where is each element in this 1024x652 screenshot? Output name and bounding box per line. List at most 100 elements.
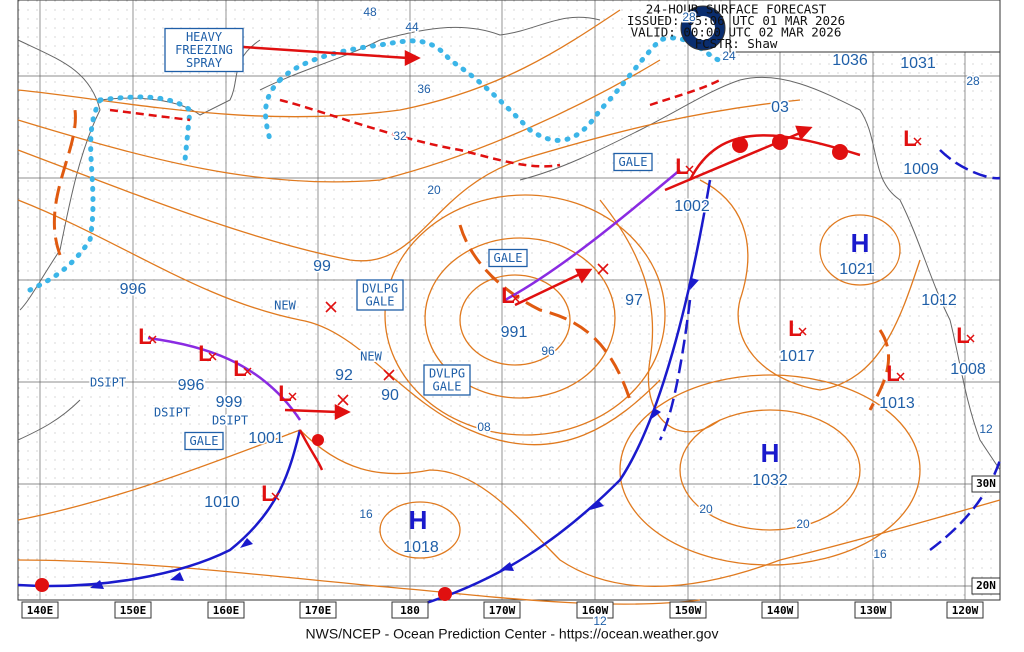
header-line: ISSUED: 05:06 UTC 01 MAR 2026	[627, 13, 845, 28]
low-center	[208, 352, 217, 361]
center-pressure: 1008	[950, 361, 986, 378]
low-center	[511, 294, 520, 303]
isobar-label: 20	[796, 517, 810, 531]
center-pressure: 1036	[832, 52, 868, 69]
labels: 140E 150E 160E 170E 180 170W 160W 150W 140W 130W 1…	[21, 2, 1001, 630]
low-symbol: L	[138, 324, 151, 349]
warning-text: GALE	[494, 251, 523, 265]
note: DSIPT	[154, 406, 190, 420]
warning-text: DVLPG	[362, 282, 398, 296]
longitude-label: 140E	[27, 604, 54, 617]
isobar-label: 90	[381, 387, 399, 404]
longitude-label: 160W	[582, 604, 609, 617]
warning-text: FREEZING	[175, 43, 233, 57]
isobar-label: 36	[417, 82, 431, 96]
troughs	[52, 109, 891, 411]
warning-box	[184, 431, 224, 451]
longitude-box	[207, 601, 245, 619]
longitude-box	[669, 601, 707, 619]
isobar-label: 28	[682, 10, 696, 24]
warning-text: HEAVY	[186, 30, 223, 44]
longitude-label: 180	[400, 604, 420, 617]
center-pressure: 1031	[900, 55, 936, 72]
low-center	[913, 137, 922, 146]
center-pressure: 999	[216, 394, 243, 411]
center-pressure: 996	[120, 281, 147, 298]
isobar-label: 03	[771, 99, 789, 116]
header-line: 24-HOUR SURFACE FORECAST	[646, 2, 827, 17]
low-center	[288, 392, 297, 401]
low-center	[243, 367, 252, 376]
isobar-label: 12	[979, 422, 993, 436]
longitude-label: 160E	[213, 604, 240, 617]
note: DSIPT	[212, 414, 248, 428]
low-center	[798, 327, 807, 336]
longitude-box	[761, 601, 799, 619]
longitude-box	[391, 601, 429, 619]
isobar-label: 12	[593, 614, 607, 628]
longitude-box	[576, 601, 614, 619]
warning-box	[488, 248, 528, 268]
low-center	[896, 372, 905, 381]
low-symbol: L	[956, 323, 969, 348]
header-block	[680, 0, 1001, 53]
longitude-box	[483, 601, 521, 619]
new-low-marks	[325, 263, 609, 406]
longitude-box	[299, 601, 337, 619]
isobar-label: 97	[625, 292, 643, 309]
longitude-label: 150W	[675, 604, 702, 617]
isobar-label: 92	[335, 367, 353, 384]
isobar-label: 16	[359, 507, 373, 521]
isobar-label: 28	[966, 74, 980, 88]
high-symbol: H	[409, 505, 428, 535]
longitude-box	[21, 601, 59, 619]
latitude-box	[971, 475, 1001, 493]
longitude-box	[854, 601, 892, 619]
ship-arrows	[242, 45, 813, 421]
center-pressure: 1032	[752, 472, 788, 489]
isobar-label: 44	[405, 20, 419, 34]
low-symbol: L	[278, 381, 291, 406]
header-line: VALID: 00:00 UTC 02 MAR 2026	[631, 25, 842, 40]
graticule	[18, 0, 1000, 600]
map-frame	[17, 0, 1001, 601]
low-center	[966, 334, 975, 343]
longitude-label: 170W	[489, 604, 516, 617]
center-pressure: 1010	[204, 494, 240, 511]
note: DSIPT	[90, 376, 126, 390]
isobar-label: 32	[393, 129, 407, 143]
warning-box	[356, 279, 404, 311]
longitude-label: 170E	[305, 604, 332, 617]
center-pressure: 996	[178, 377, 205, 394]
high-symbol: H	[851, 228, 870, 258]
low-symbol: L	[261, 481, 274, 506]
warning-text: DVLPG	[429, 367, 465, 381]
warning-box	[423, 364, 471, 396]
isobar-label: 08	[477, 420, 491, 434]
fronts	[17, 78, 1002, 607]
front-symbols	[90, 278, 699, 589]
warning-text: GALE	[433, 380, 462, 394]
warning-text: GALE	[619, 155, 648, 169]
center-pressure: 1017	[779, 348, 815, 365]
low-symbol: L	[198, 341, 211, 366]
low-symbol: L	[675, 154, 688, 179]
isobar-label: 24	[722, 49, 736, 63]
low-symbol: L	[233, 356, 246, 381]
center-pressure: 1001	[248, 430, 284, 447]
low-center	[271, 492, 280, 501]
high-symbol: H	[761, 438, 780, 468]
latitude-box	[971, 577, 1001, 595]
warning-box	[164, 27, 244, 73]
low-symbol: L	[886, 361, 899, 386]
header-line: FCSTR: Shaw	[695, 36, 778, 51]
note: NEW	[274, 299, 296, 313]
center-pressure: 991	[501, 324, 528, 341]
warning-text: GALE	[366, 295, 395, 309]
longitude-box	[946, 601, 984, 619]
latitude-label: 30N	[976, 477, 996, 490]
low-symbol: L	[788, 316, 801, 341]
center-pressure: 1018	[403, 539, 439, 556]
longitude-label: 140W	[767, 604, 794, 617]
